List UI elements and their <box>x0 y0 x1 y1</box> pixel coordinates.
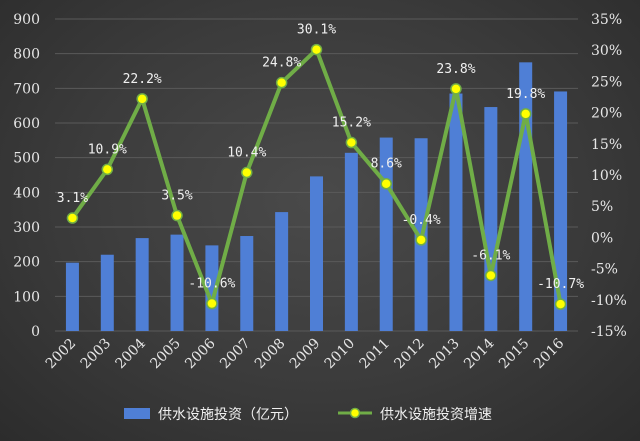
data-label: -10.6% <box>188 277 235 292</box>
y-right-tick-label: -10% <box>591 293 627 309</box>
line-marker <box>380 177 392 190</box>
x-tick-label: 2008 <box>252 336 289 373</box>
bar <box>100 254 114 331</box>
y-left-tick-label: 600 <box>13 116 40 132</box>
bar <box>554 91 568 331</box>
bar <box>205 245 219 331</box>
line-marker <box>450 83 462 95</box>
data-label: 8.6% <box>371 157 402 172</box>
bar <box>310 176 323 331</box>
bar <box>449 93 463 332</box>
data-label: 15.2% <box>332 116 371 131</box>
legend-line-marker <box>349 407 361 419</box>
x-tick-label: 2007 <box>217 336 254 373</box>
x-tick-label: 2016 <box>531 335 568 372</box>
x-tick-label: 2013 <box>426 336 463 373</box>
line-marker <box>345 136 358 149</box>
y-left-tick-label: 200 <box>13 255 40 271</box>
line-series <box>66 43 567 310</box>
y-axis-left: 0 100 200 300 400 500 600 700 800 900 <box>13 12 40 340</box>
legend-bar-swatch <box>124 408 150 419</box>
y-left-tick-label: 900 <box>13 12 40 28</box>
x-tick-label: 2002 <box>43 336 80 373</box>
line-marker <box>206 297 218 310</box>
data-label: 10.9% <box>88 142 127 157</box>
y-right-tick-label: 5% <box>591 199 613 215</box>
data-label: -6.1% <box>471 248 510 263</box>
x-tick-label: 2012 <box>391 336 428 373</box>
legend-bar-label: 供水设施投资（亿元） <box>158 407 298 423</box>
bar <box>65 262 79 331</box>
line-marker <box>485 269 497 282</box>
y-right-tick-label: 10% <box>591 168 622 184</box>
data-label: -0.4% <box>402 213 441 228</box>
bar <box>275 212 289 331</box>
y-left-tick-label: 500 <box>13 151 40 167</box>
legend: 供水设施投资（亿元） 供水设施投资增速 <box>124 407 492 423</box>
x-tick-label: 2005 <box>147 336 184 373</box>
y-axis-right: -15% -10% -5% 0% 5% 10% 15% 20% 25% 30% 35% <box>591 12 627 340</box>
bar <box>519 62 533 331</box>
bar <box>240 236 254 331</box>
x-tick-label: 2014 <box>461 335 498 372</box>
data-label: 3.5% <box>161 189 192 204</box>
y-right-tick-label: -15% <box>591 324 627 340</box>
bar-series <box>65 62 568 332</box>
data-label: 23.8% <box>436 62 475 77</box>
data-label: 30.1% <box>297 23 336 38</box>
bar <box>135 238 149 331</box>
bar <box>344 152 358 331</box>
y-left-tick-label: 400 <box>13 185 40 201</box>
data-label: 19.8% <box>506 87 545 102</box>
y-right-tick-label: 25% <box>591 74 622 90</box>
y-left-tick-label: 700 <box>13 81 40 97</box>
line-marker <box>275 76 288 89</box>
data-label: 24.8% <box>262 56 301 71</box>
x-tick-label: 2009 <box>287 336 324 373</box>
x-tick-label: 2015 <box>496 336 533 373</box>
line-marker <box>554 298 567 310</box>
line-marker <box>415 234 427 246</box>
line-marker <box>101 163 114 176</box>
y-left-tick-label: 300 <box>13 220 40 236</box>
x-axis: 2002200320042005200620072008200920102011… <box>43 335 568 372</box>
line-marker <box>66 212 79 224</box>
data-label: 22.2% <box>123 72 162 87</box>
legend-line-label: 供水设施投资增速 <box>380 407 492 423</box>
line-marker <box>241 166 253 179</box>
y-right-tick-label: 20% <box>591 106 622 122</box>
data-label: 3.1% <box>57 191 88 206</box>
bar <box>170 234 184 331</box>
line-marker <box>136 93 148 105</box>
y-right-tick-label: 15% <box>591 137 622 153</box>
y-left-tick-label: 800 <box>13 47 40 63</box>
x-tick-label: 2003 <box>78 336 115 373</box>
y-right-tick-label: 35% <box>591 12 622 28</box>
x-tick-label: 2004 <box>112 335 149 372</box>
data-labels: 3.1% 10.9% 22.2% 3.5% -10.6% 10.4% 24.8% 30.1% 1… <box>57 23 584 293</box>
data-label: -10.7% <box>537 277 584 292</box>
y-left-tick-label: 100 <box>13 289 40 305</box>
y-right-tick-label: 30% <box>591 43 622 59</box>
line-marker <box>171 209 183 222</box>
y-right-tick-label: -5% <box>591 262 618 278</box>
x-tick-label: 2011 <box>357 336 394 373</box>
line-marker <box>310 43 323 56</box>
y-right-tick-label: 0% <box>591 230 613 246</box>
x-tick-label: 2006 <box>182 335 219 372</box>
bar <box>484 107 498 331</box>
data-label: 10.4% <box>227 146 266 161</box>
line-marker <box>519 108 532 120</box>
y-left-tick-label: 0 <box>31 324 40 340</box>
x-tick-label: 2010 <box>322 336 359 373</box>
